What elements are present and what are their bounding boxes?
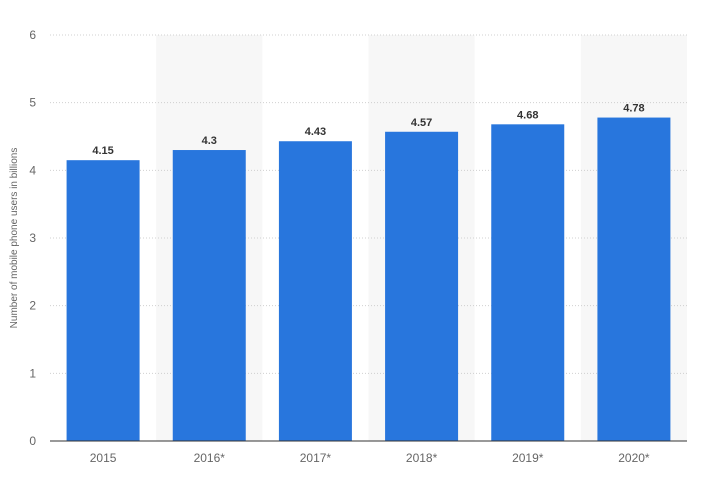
x-tick-label: 2018* <box>406 451 438 465</box>
bar-value-label: 4.3 <box>202 135 217 147</box>
y-tick-label: 3 <box>29 231 36 245</box>
y-tick-label: 6 <box>29 28 36 42</box>
bars <box>66 117 671 442</box>
value-labels: 4.15 4.3 4.43 4.57 4.68 4.78 <box>92 103 644 158</box>
bar-value-label: 4.43 <box>305 126 326 138</box>
y-axis-ticks: 0 1 2 3 4 5 6 <box>29 28 36 448</box>
y-axis-title: Number of mobile phone users in billions <box>9 148 20 329</box>
y-tick-label: 1 <box>29 366 36 380</box>
x-tick-label: 2017* <box>300 451 332 465</box>
y-tick-label: 0 <box>29 434 36 448</box>
x-axis-ticks: 2015 2016* 2017* 2018* 2019* 2020* <box>90 451 650 465</box>
bar-value-label: 4.57 <box>411 117 432 129</box>
y-tick-label: 4 <box>29 163 36 177</box>
bar <box>278 141 352 441</box>
bar <box>597 117 671 441</box>
bar-value-label: 4.68 <box>517 109 538 121</box>
gridlines <box>50 34 687 374</box>
bar <box>172 150 246 442</box>
bar-value-label: 4.15 <box>92 145 113 157</box>
x-tick-label: 2020* <box>618 451 650 465</box>
x-tick-label: 2019* <box>512 451 544 465</box>
bar-value-label: 4.78 <box>623 103 644 115</box>
y-tick-label: 2 <box>29 299 36 313</box>
x-tick-label: 2015 <box>90 451 117 465</box>
bar <box>491 124 565 441</box>
x-tick-label: 2016* <box>194 451 226 465</box>
bar <box>66 160 140 441</box>
bar <box>385 131 459 441</box>
y-tick-label: 5 <box>29 96 36 110</box>
